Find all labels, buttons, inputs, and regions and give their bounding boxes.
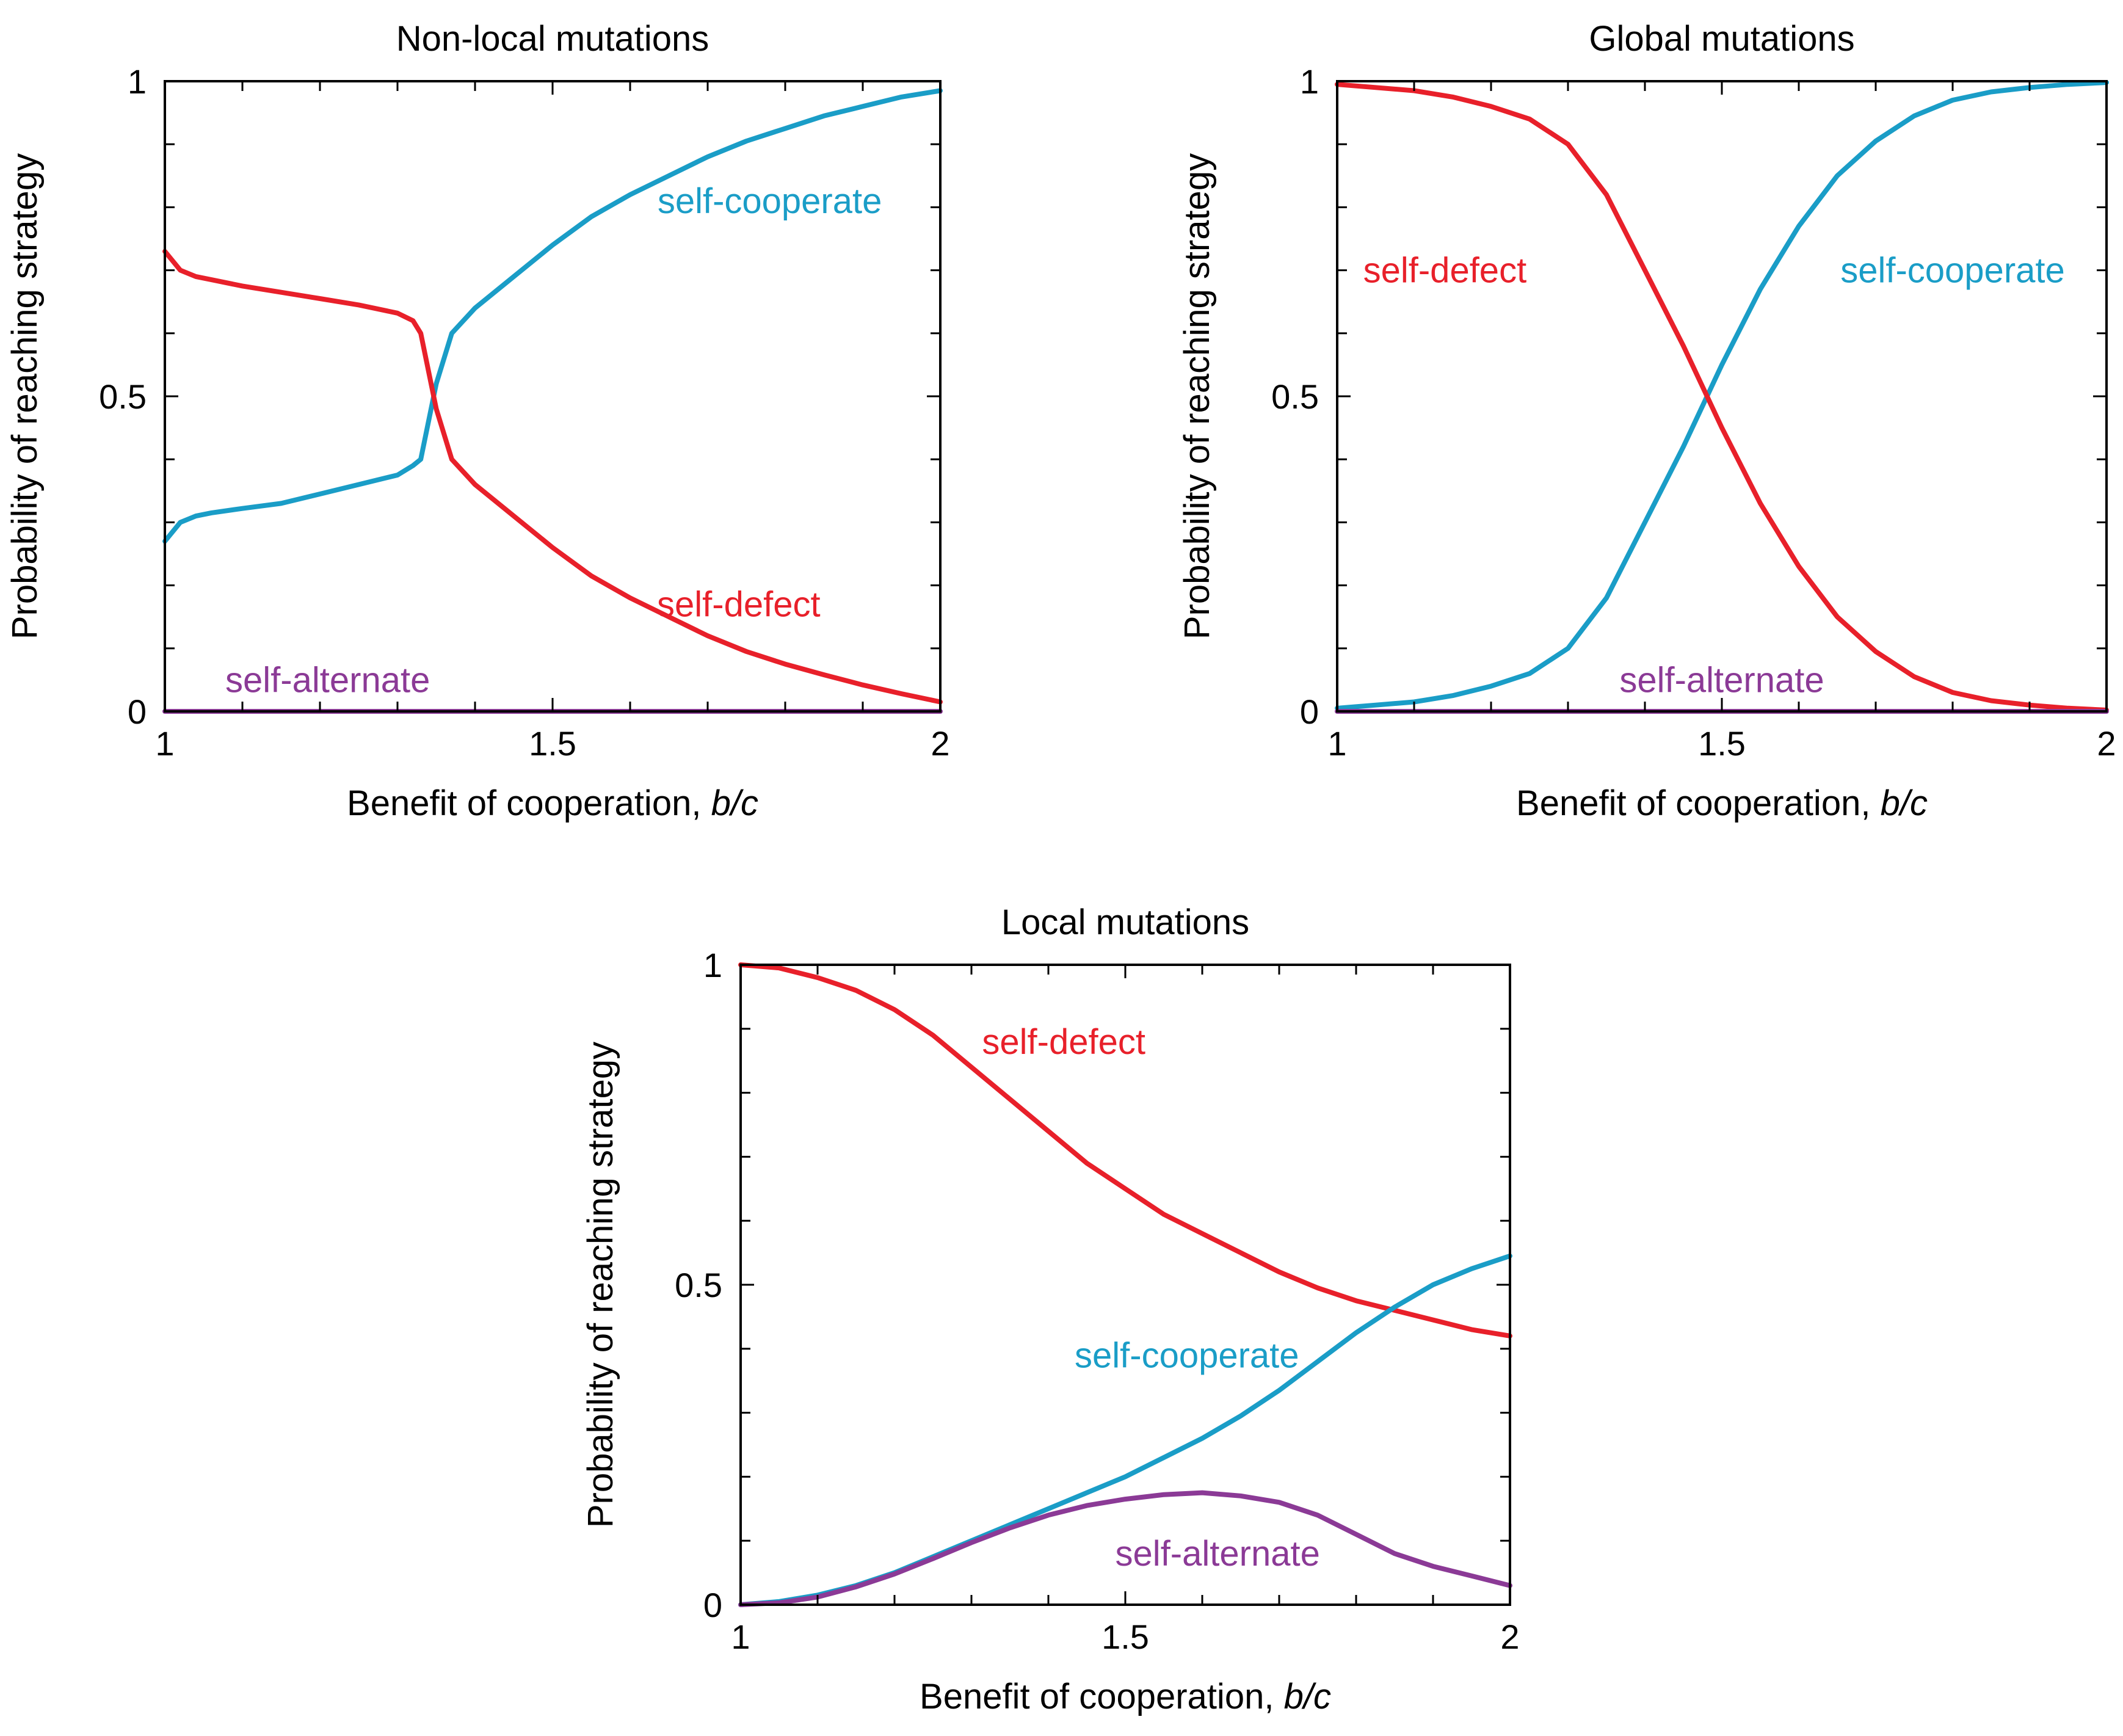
- series-label-self-alternate: self-alternate: [225, 660, 430, 700]
- x-axis-label-ratio: b/c: [711, 783, 758, 823]
- chart-title: Global mutations: [1589, 19, 1854, 59]
- chart-title: Non-local mutations: [396, 19, 709, 59]
- x-tick-label: 2: [1500, 1618, 1519, 1656]
- y-axis-label: Probability of reaching strategy: [1177, 153, 1217, 639]
- x-tick-label: 2: [931, 724, 949, 763]
- x-tick-label: 1: [731, 1618, 750, 1656]
- x-axis-label-text: Benefit of cooperation,: [347, 783, 701, 823]
- series-label-self-cooperate: self-cooperate: [1075, 1335, 1299, 1375]
- series-label-self-alternate: self-alternate: [1619, 660, 1824, 700]
- y-tick-label: 0: [703, 1586, 722, 1624]
- x-axis-label-text: Benefit of cooperation,: [1516, 783, 1870, 823]
- x-axis-label: Benefit of cooperation, b/c: [920, 1677, 1331, 1716]
- series-line-self-cooperate: [1335, 80, 2109, 711]
- series-label-self-alternate: self-alternate: [1116, 1534, 1320, 1574]
- x-tick-label: 1.5: [529, 724, 576, 763]
- series-label-self-defect: self-defect: [1363, 251, 1527, 291]
- x-axis-label-space: [1274, 1677, 1283, 1716]
- x-axis-label: Benefit of cooperation, b/c: [347, 783, 758, 823]
- series-label-self-cooperate: self-cooperate: [1840, 251, 2065, 291]
- y-tick-label: 0.5: [675, 1266, 722, 1304]
- series-label-self-defect: self-defect: [982, 1022, 1145, 1062]
- plot-frame: [164, 80, 942, 713]
- x-tick-label: 1.5: [1101, 1618, 1149, 1656]
- panel-local-mutations: Local mutations 1 1.5 2 0 0.5 1 Benefit of coop…: [581, 903, 1520, 1716]
- series-line-self-cooperate: [162, 88, 943, 544]
- y-tick-label: 0: [128, 692, 147, 731]
- series-line-self-defect: [738, 962, 1512, 1338]
- x-axis-label-space: [1870, 783, 1880, 823]
- plot-frame: [1336, 80, 2108, 713]
- panel-non-local-mutations: Non-local mutations 1 1.5 2 0 0.5 1 Benefit of …: [5, 19, 950, 823]
- y-tick-label: 1: [128, 62, 147, 101]
- y-tick-label: 0.5: [1271, 377, 1319, 416]
- x-tick-label: 1: [1327, 724, 1346, 763]
- panel-global-mutations: Global mutations 1 1.5 2 0 0.5 1 Benefit of coo…: [1177, 19, 2116, 823]
- x-axis-label-ratio: b/c: [1284, 1677, 1331, 1716]
- x-tick-label: 2: [2097, 724, 2116, 763]
- series-label-self-cooperate: self-cooperate: [658, 181, 882, 221]
- x-tick-label: 1.5: [1698, 724, 1746, 763]
- x-tick-label: 1: [155, 724, 174, 763]
- series-line-self-defect: [162, 249, 943, 705]
- x-axis-label-ratio: b/c: [1881, 783, 1928, 823]
- series-line-self-defect: [1335, 82, 2109, 713]
- x-axis-label-text: Benefit of cooperation,: [920, 1677, 1274, 1716]
- x-axis-label-space: [701, 783, 711, 823]
- y-axis-label: Probability of reaching strategy: [5, 153, 45, 639]
- series-line-self-alternate: [738, 1490, 1512, 1607]
- y-tick-label: 1: [703, 946, 722, 984]
- chart-title: Local mutations: [1001, 903, 1249, 942]
- y-tick-label: 0: [1300, 692, 1319, 731]
- y-tick-label: 0.5: [99, 377, 147, 416]
- y-axis-label: Probability of reaching strategy: [581, 1042, 620, 1528]
- series-label-self-defect: self-defect: [657, 585, 821, 625]
- y-tick-label: 1: [1300, 62, 1319, 101]
- x-axis-label: Benefit of cooperation, b/c: [1516, 783, 1928, 823]
